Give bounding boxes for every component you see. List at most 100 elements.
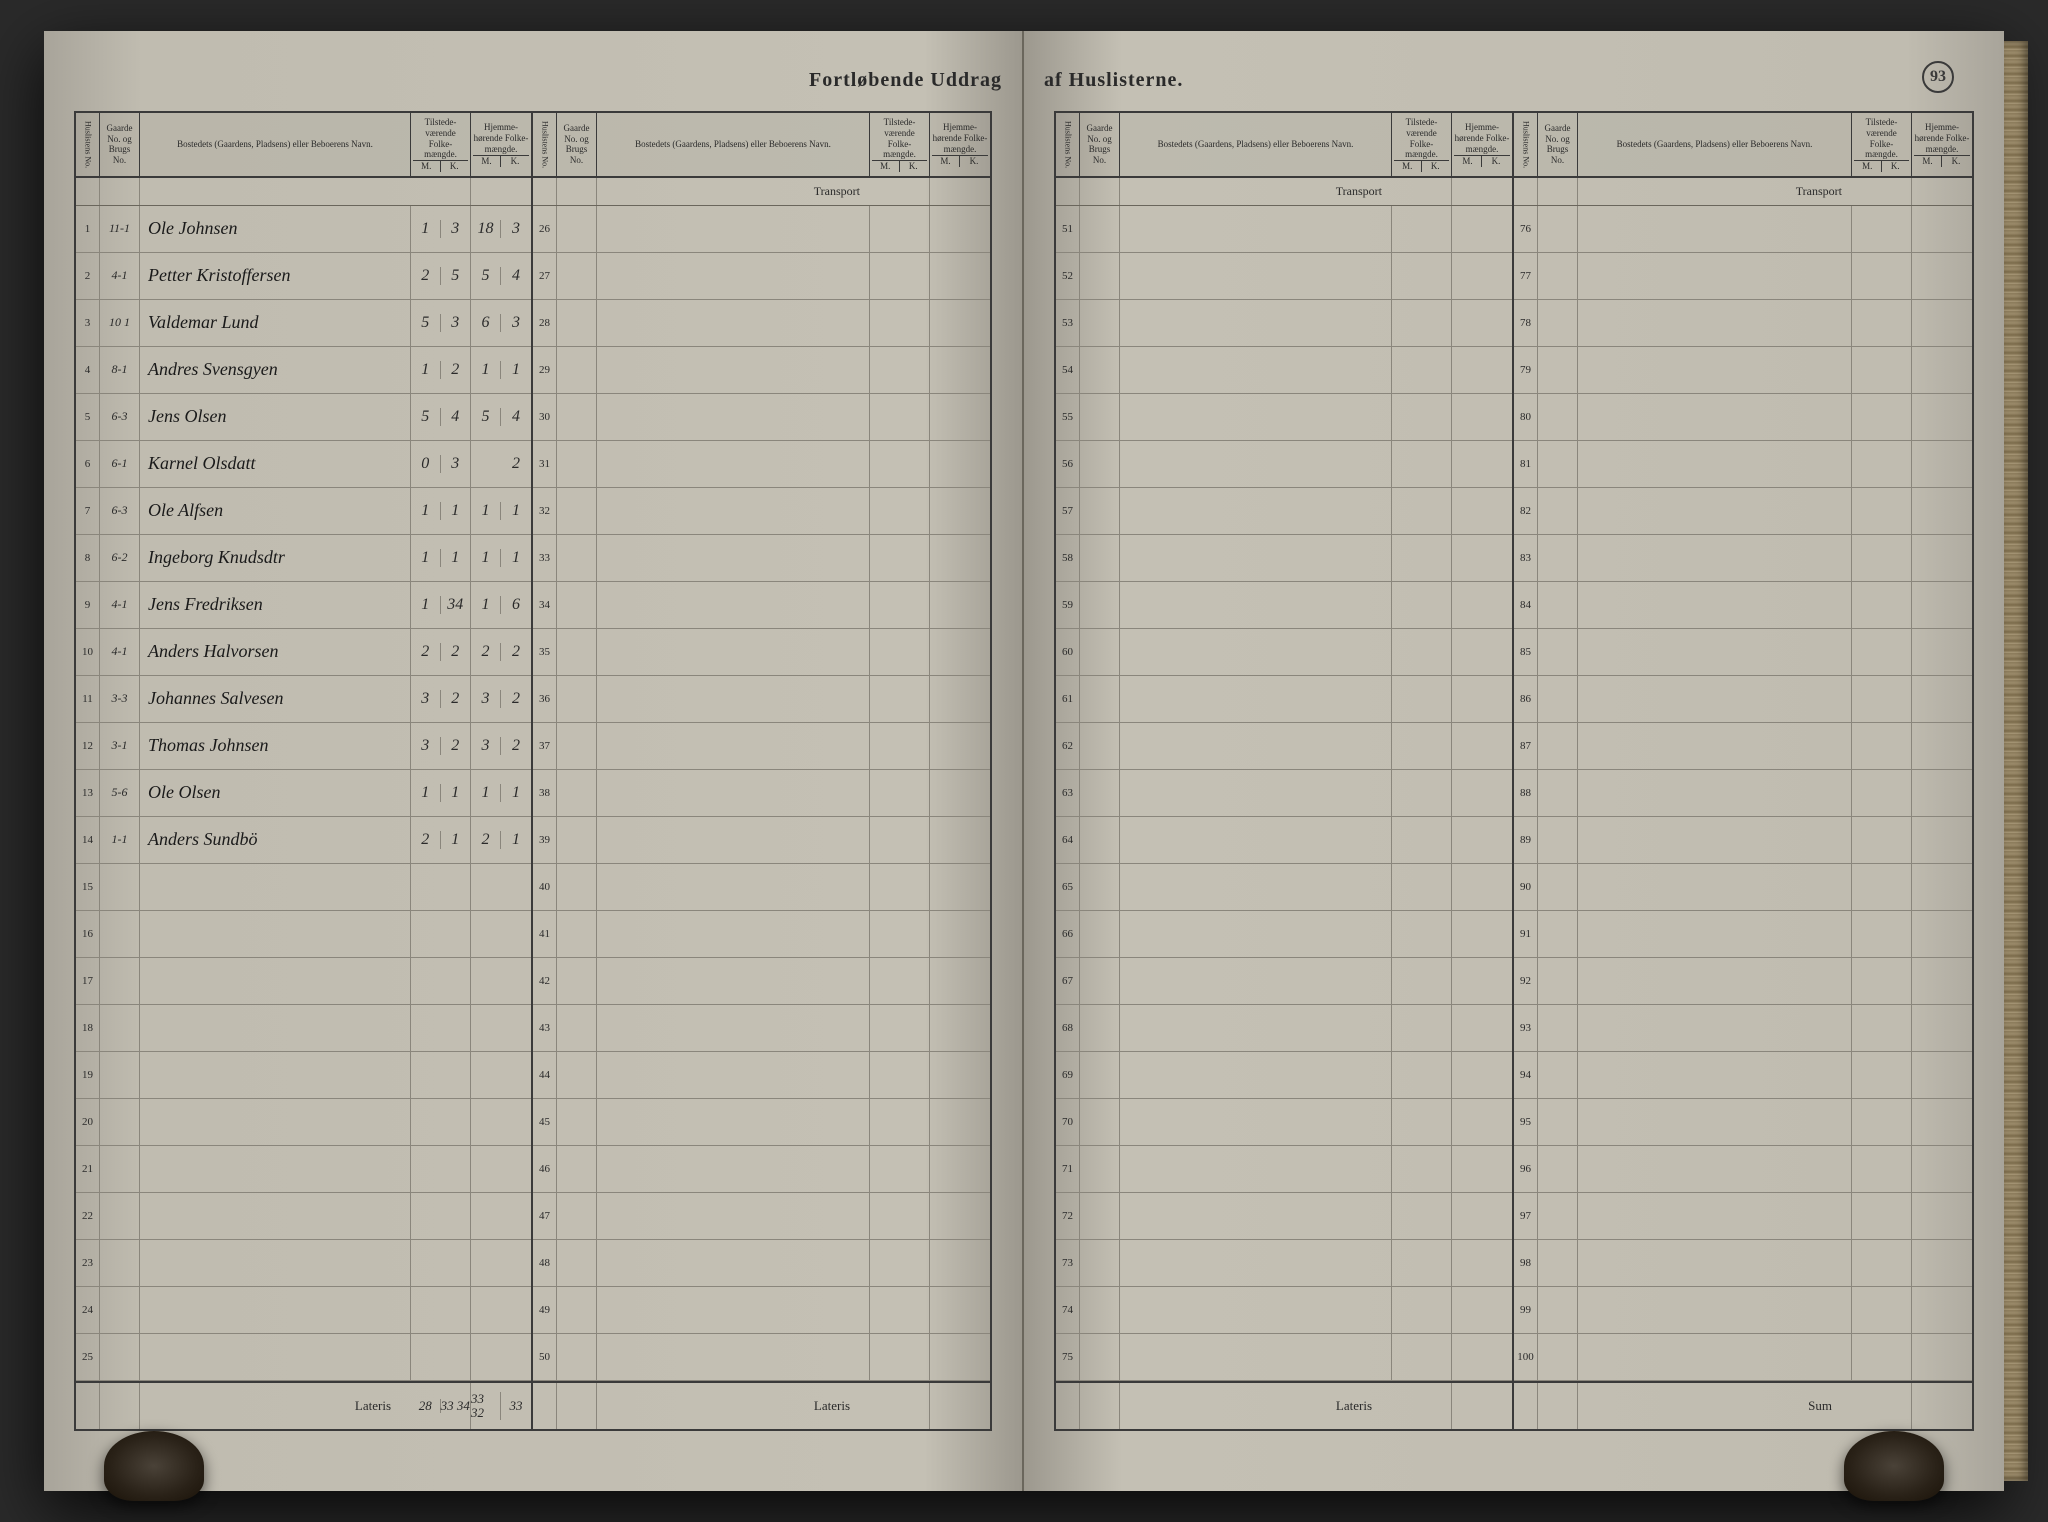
row-number: 52 — [1056, 253, 1080, 299]
tilstede-mk — [870, 1099, 930, 1145]
transport-row — [76, 178, 531, 206]
gaarde-no — [557, 488, 597, 534]
hjemme-mk: 63 — [471, 300, 531, 346]
gaarde-no — [557, 1099, 597, 1145]
resident-name: Ole Alfsen — [140, 488, 411, 534]
resident-name — [597, 629, 870, 675]
gaarde-no — [557, 1287, 597, 1333]
resident-name — [1578, 770, 1852, 816]
row-number: 65 — [1056, 864, 1080, 910]
row-number: 57 — [1056, 488, 1080, 534]
table-row: 28 — [533, 300, 990, 347]
table-row: 98 — [1514, 1240, 1972, 1287]
tilstede-mk: 13 — [411, 206, 471, 252]
hjemme-mk — [1452, 253, 1512, 299]
resident-name — [597, 1240, 870, 1286]
resident-name — [597, 253, 870, 299]
resident-name: Karnel Olsdatt — [140, 441, 411, 487]
hdr-name: Bostedets (Gaardens, Pladsens) eller Beb… — [140, 113, 411, 176]
tilstede-mk — [411, 958, 471, 1004]
tilstede-mk — [1852, 1005, 1912, 1051]
resident-name — [1578, 441, 1852, 487]
table-row: 39 — [533, 817, 990, 864]
row-number: 98 — [1514, 1240, 1538, 1286]
hjemme-mk — [930, 535, 990, 581]
table-row: 35 — [533, 629, 990, 676]
row-number: 68 — [1056, 1005, 1080, 1051]
hjemme-mk — [1912, 441, 1972, 487]
table-row: 21 — [76, 1146, 531, 1193]
resident-name — [597, 488, 870, 534]
gaarde-no — [1080, 1052, 1120, 1098]
hjemme-mk: 32 — [471, 723, 531, 769]
resident-name — [140, 1005, 411, 1051]
resident-name — [597, 441, 870, 487]
row-number: 8 — [76, 535, 100, 581]
resident-name — [1120, 488, 1392, 534]
table-row: 91 — [1514, 911, 1972, 958]
gaarde-no — [557, 1005, 597, 1051]
tilstede-mk — [411, 1287, 471, 1333]
table-row: 34 — [533, 582, 990, 629]
table-row: 111-1Ole Johnsen13183 — [76, 206, 531, 253]
resident-name: Anders Halvorsen — [140, 629, 411, 675]
hjemme-mk — [930, 1240, 990, 1286]
table-row: 27 — [533, 253, 990, 300]
hdr-tilstede: Tilstede-værende Folke-mængde. M.K. — [411, 113, 471, 176]
hjemme-mk — [471, 1005, 531, 1051]
resident-name: Andres Svensgyen — [140, 347, 411, 393]
hjemme-mk — [930, 253, 990, 299]
table-row: 19 — [76, 1052, 531, 1099]
gaarde-no — [100, 1193, 140, 1239]
gaarde-no — [557, 864, 597, 910]
resident-name — [1578, 817, 1852, 863]
resident-name — [1120, 1287, 1392, 1333]
table-row: 51 — [1056, 206, 1512, 253]
table-row: 36 — [533, 676, 990, 723]
hjemme-mk — [1912, 864, 1972, 910]
row-number: 83 — [1514, 535, 1538, 581]
tilstede-mk: 12 — [411, 347, 471, 393]
tilstede-mk — [411, 911, 471, 957]
footer-row: Lateris 2833 34 33 3233 — [76, 1381, 531, 1429]
table-row: 77 — [1514, 253, 1972, 300]
hjemme-mk: 54 — [471, 253, 531, 299]
table-row: 94-1Jens Fredriksen13416 — [76, 582, 531, 629]
gaarde-no — [1080, 817, 1120, 863]
table-row: 32 — [533, 488, 990, 535]
resident-name — [1578, 488, 1852, 534]
gaarde-no — [1080, 300, 1120, 346]
resident-name — [1578, 1005, 1852, 1051]
table-row: 30 — [533, 394, 990, 441]
resident-name — [597, 1099, 870, 1145]
gaarde-no — [557, 394, 597, 440]
hjemme-mk — [930, 300, 990, 346]
table-row: 56-3Jens Olsen5454 — [76, 394, 531, 441]
table-row: 70 — [1056, 1099, 1512, 1146]
gaarde-no: 4-1 — [100, 629, 140, 675]
resident-name — [140, 1052, 411, 1098]
gaarde-no — [100, 1052, 140, 1098]
tilstede-mk — [411, 1240, 471, 1286]
title-right: af Huslisterne. — [1044, 69, 1183, 92]
row-number: 28 — [533, 300, 557, 346]
hjemme-mk — [471, 1287, 531, 1333]
table-row: 45 — [533, 1099, 990, 1146]
table-row: 55 — [1056, 394, 1512, 441]
hjemme-mk — [1452, 582, 1512, 628]
row-number: 78 — [1514, 300, 1538, 346]
hjemme-mk: 21 — [471, 817, 531, 863]
ledger-col-2: Huslistens No. Gaarde No. og Brugs No. B… — [533, 113, 990, 1429]
hjemme-mk — [1452, 1005, 1512, 1051]
tilstede-mk — [1852, 206, 1912, 252]
row-number: 70 — [1056, 1099, 1080, 1145]
tilstede-mk: 32 — [411, 676, 471, 722]
gaarde-no — [1080, 864, 1120, 910]
table-row: 38 — [533, 770, 990, 817]
table-row: 80 — [1514, 394, 1972, 441]
resident-name — [597, 394, 870, 440]
table-row: 71 — [1056, 1146, 1512, 1193]
gaarde-no — [557, 1052, 597, 1098]
resident-name — [1120, 1193, 1392, 1239]
row-number: 33 — [533, 535, 557, 581]
